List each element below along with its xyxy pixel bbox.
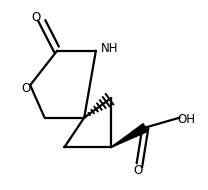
Polygon shape [111, 124, 148, 147]
Text: O: O [31, 11, 40, 24]
Text: NH: NH [100, 42, 118, 55]
Text: OH: OH [177, 113, 195, 126]
Text: O: O [21, 82, 30, 95]
Text: O: O [134, 164, 143, 177]
